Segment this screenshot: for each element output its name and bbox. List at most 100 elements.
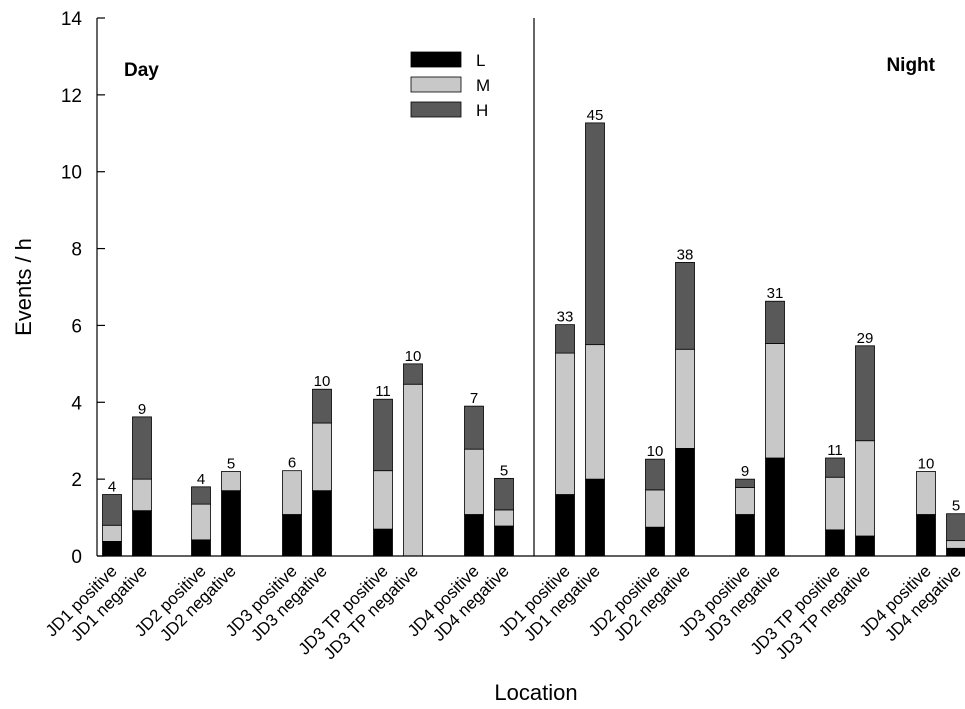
panel-label-day: Day bbox=[124, 60, 159, 81]
bar-m-19 bbox=[946, 540, 965, 549]
count-label-16: 11 bbox=[827, 442, 843, 459]
bar-m-10 bbox=[555, 352, 575, 495]
y-axis-title: Events / h bbox=[11, 238, 36, 336]
count-label-19: 5 bbox=[952, 498, 960, 515]
bar-l-19 bbox=[946, 547, 965, 557]
count-label-12: 10 bbox=[647, 443, 664, 460]
bar-l-6 bbox=[373, 528, 393, 557]
bar-l-15 bbox=[765, 457, 785, 557]
bar-m-17 bbox=[855, 440, 875, 537]
count-label-5: 10 bbox=[314, 373, 331, 390]
y-tick-label-2: 4 bbox=[71, 393, 82, 414]
count-label-10: 33 bbox=[557, 309, 574, 326]
legend: L M H bbox=[410, 51, 490, 120]
count-label-13: 38 bbox=[677, 246, 694, 263]
bar-m-0 bbox=[102, 524, 122, 542]
bars-layer bbox=[102, 122, 965, 557]
bar-h-9 bbox=[494, 477, 514, 511]
bar-m-6 bbox=[373, 470, 393, 530]
bar-m-14 bbox=[735, 487, 755, 515]
legend-label-h: H bbox=[476, 101, 488, 120]
bar-l-13 bbox=[675, 447, 695, 557]
count-label-0: 4 bbox=[108, 479, 116, 496]
bar-l-0 bbox=[102, 540, 122, 557]
y-tick-label-5: 10 bbox=[61, 163, 82, 184]
count-label-8: 7 bbox=[470, 390, 478, 407]
bar-l-11 bbox=[585, 478, 605, 557]
bar-h-10 bbox=[555, 324, 575, 354]
y-tick-label-3: 6 bbox=[71, 316, 82, 337]
legend-label-m: M bbox=[476, 76, 490, 95]
bar-m-18 bbox=[916, 471, 936, 515]
bar-l-10 bbox=[555, 494, 575, 557]
legend-swatch-m bbox=[410, 76, 462, 93]
bar-m-12 bbox=[645, 489, 665, 528]
bar-m-13 bbox=[675, 348, 695, 449]
bar-m-4 bbox=[282, 470, 302, 515]
bar-l-9 bbox=[494, 525, 514, 557]
bar-m-3 bbox=[221, 471, 241, 492]
y-ticks-layer: 0 2 4 6 8 10 12 14 bbox=[61, 9, 105, 568]
bar-m-11 bbox=[585, 344, 605, 480]
count-label-6: 11 bbox=[375, 383, 391, 400]
y-tick-label-6: 12 bbox=[61, 86, 82, 107]
y-tick-label-0: 0 bbox=[71, 547, 82, 568]
plot-frame bbox=[96, 18, 965, 557]
bar-h-8 bbox=[464, 405, 484, 450]
bar-l-2 bbox=[191, 539, 211, 557]
bar-h-0 bbox=[102, 494, 122, 526]
bar-l-3 bbox=[221, 490, 241, 557]
bar-l-1 bbox=[132, 510, 152, 557]
legend-swatch-l bbox=[410, 51, 462, 68]
bar-h-16 bbox=[825, 457, 845, 478]
bar-h-14 bbox=[735, 478, 755, 488]
count-label-14: 9 bbox=[741, 463, 749, 480]
count-label-11: 45 bbox=[587, 107, 604, 124]
y-tick-label-4: 8 bbox=[71, 240, 82, 261]
bar-m-16 bbox=[825, 476, 845, 531]
bar-h-12 bbox=[645, 458, 665, 491]
bar-m-9 bbox=[494, 509, 514, 527]
count-label-15: 31 bbox=[767, 285, 784, 302]
bar-l-12 bbox=[645, 526, 665, 557]
bar-m-1 bbox=[132, 478, 152, 512]
count-label-7: 10 bbox=[405, 348, 422, 365]
panel-label-night: Night bbox=[886, 55, 935, 76]
count-label-9: 5 bbox=[500, 462, 508, 479]
bar-h-6 bbox=[373, 398, 393, 472]
bar-l-14 bbox=[735, 514, 755, 557]
bar-l-16 bbox=[825, 529, 845, 557]
count-label-2: 4 bbox=[197, 471, 205, 488]
count-label-18: 10 bbox=[918, 455, 935, 472]
bar-m-7 bbox=[403, 383, 423, 557]
bar-h-13 bbox=[675, 262, 695, 350]
y-tick-label-1: 2 bbox=[71, 470, 82, 491]
count-label-3: 5 bbox=[227, 455, 235, 472]
bar-h-2 bbox=[191, 486, 211, 505]
bar-m-8 bbox=[464, 448, 484, 515]
bar-m-2 bbox=[191, 503, 211, 541]
bar-h-5 bbox=[312, 388, 332, 424]
bar-h-15 bbox=[765, 300, 785, 344]
bar-l-5 bbox=[312, 490, 332, 557]
y-tick-label-7: 14 bbox=[61, 9, 83, 30]
count-label-4: 6 bbox=[288, 455, 296, 472]
bar-l-8 bbox=[464, 514, 484, 557]
bar-l-4 bbox=[282, 514, 302, 557]
legend-label-l: L bbox=[476, 51, 485, 70]
bar-h-11 bbox=[585, 122, 605, 346]
bar-h-1 bbox=[132, 416, 152, 480]
bar-m-15 bbox=[765, 343, 785, 459]
bar-l-18 bbox=[916, 514, 936, 557]
bar-h-19 bbox=[946, 513, 965, 542]
bar-h-17 bbox=[855, 345, 875, 442]
count-label-1: 9 bbox=[138, 401, 146, 418]
legend-swatch-h bbox=[410, 101, 462, 118]
bar-m-5 bbox=[312, 422, 332, 492]
bar-l-17 bbox=[855, 535, 875, 557]
count-label-17: 29 bbox=[857, 330, 874, 347]
bar-h-7 bbox=[403, 363, 423, 385]
